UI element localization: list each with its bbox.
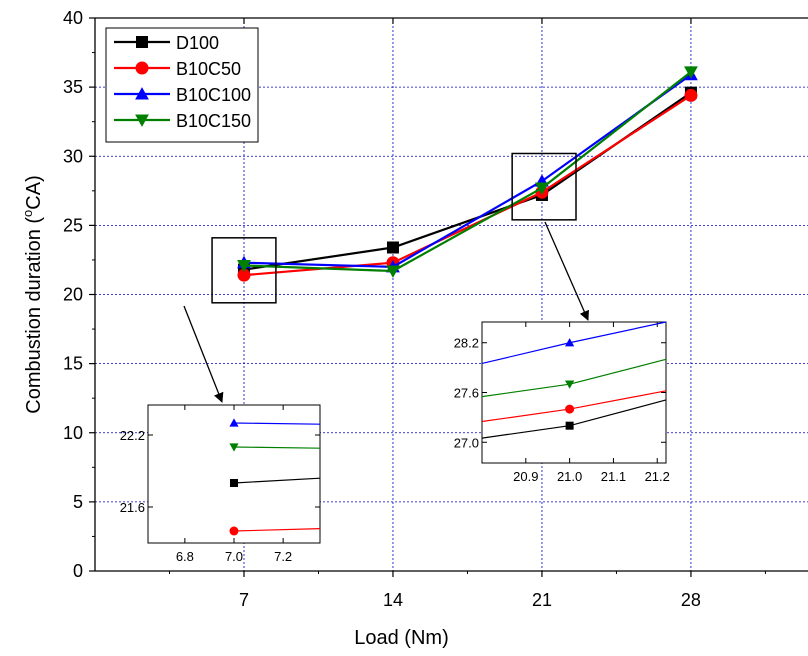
legend-label: D100 [176,33,219,53]
y-axis-label: Combustion duration (oCA) [20,175,45,413]
series-b10c50 [237,88,698,282]
inset-series-d100 [481,399,667,439]
inset-x-tick-label: 6.8 [176,549,194,564]
legend-marker [135,87,149,100]
inset-series-d100 [230,477,321,487]
inset-data-point [230,479,238,487]
y-axis-label-tail: CA) [23,175,45,209]
inset-x-tick-label: 21.0 [557,469,582,484]
legend-label: B10C50 [176,59,241,79]
legend: D100 B10C50 B10C100 B10C150 [105,27,259,143]
main-plot: 7 14 21 28 0 5 10 15 20 25 30 35 40 Load (Nm) Combusti… [20,8,808,649]
data-point [535,182,549,195]
arrow-to-inset-7nm [183,305,224,403]
inset-series-b10c100 [481,321,667,365]
y-tick-label: 5 [73,492,83,512]
inset-frame [147,404,321,544]
inset-series-b10c150 [481,358,667,398]
inset-series-line [233,477,321,484]
data-point [684,66,698,79]
series-line [243,71,692,273]
inset-y-tick-label: 22.2 [120,428,145,443]
inset-x-tick-label: 21.1 [601,469,626,484]
series-line [243,73,692,268]
data-point [237,259,251,273]
inset-data-point [565,404,575,414]
inset-data-point [565,380,575,389]
inset-x-tick-label: 7.2 [274,549,292,564]
y-axis-label-sup: o [20,210,35,217]
x-tick-label: 7 [239,590,249,610]
inset-series-b10c150 [229,443,321,452]
inset-data-point [565,338,575,347]
y-tick-label: 0 [73,561,83,581]
x-tick-label: 14 [383,590,403,610]
x-tick-label: 21 [532,590,552,610]
x-axis-label: Load (Nm) [354,627,448,649]
y-tick-label: 15 [63,354,83,374]
y-tick-label: 20 [63,285,83,305]
legend-label: B10C100 [176,85,251,105]
inset-21nm: 20.9 21.0 21.1 21.2 27.0 27.6 28.2 [454,321,670,484]
legend-marker [135,61,149,75]
inset-series-line [233,528,321,532]
zoom-box [211,237,277,304]
y-tick-label: 35 [63,77,83,97]
series-line [243,91,692,271]
y-tick-label: 10 [63,423,83,443]
inset-y-tick-label: 28.2 [454,336,479,351]
y-axis-label-text: Combustion duration ( [23,217,45,414]
data-point [237,268,251,282]
legend-box [105,27,259,143]
x-tick-label: 28 [681,590,701,610]
series-b10c100 [237,67,698,273]
legend-marker [135,114,149,127]
y-tick-label: 40 [63,8,83,28]
data-point [386,265,400,278]
inset-7nm: 6.8 7.0 7.2 21.6 22.2 [120,404,321,564]
inset-data-point [229,526,239,536]
inset-x-tick-label: 21.2 [645,469,670,484]
inset-x-tick-label: 20.9 [513,469,538,484]
data-point [386,241,399,254]
inset-y-tick-label: 21.6 [120,500,145,515]
legend-label: B10C150 [176,111,251,131]
arrow-to-inset-21nm [544,221,589,321]
y-tick-label: 25 [63,215,83,235]
inset-series-b10c100 [229,418,321,427]
series-d100 [237,86,697,276]
inset-x-tick-label: 7.0 [225,549,243,564]
data-point [684,88,698,102]
inset-series-line [233,422,321,425]
inset-data-point [565,421,574,430]
inset-data-point [229,418,239,427]
inset-series-b10c50 [229,526,321,536]
y-tick-label: 30 [63,146,83,166]
inset-series-b10c50 [481,390,667,423]
inset-data-point [229,443,239,452]
zoom-box [511,152,577,221]
inset-y-tick-label: 27.0 [454,435,479,450]
series-b10c150 [237,66,698,278]
inset-series-line [233,446,321,449]
inset-y-tick-label: 27.6 [454,386,479,401]
legend-marker [136,36,148,48]
